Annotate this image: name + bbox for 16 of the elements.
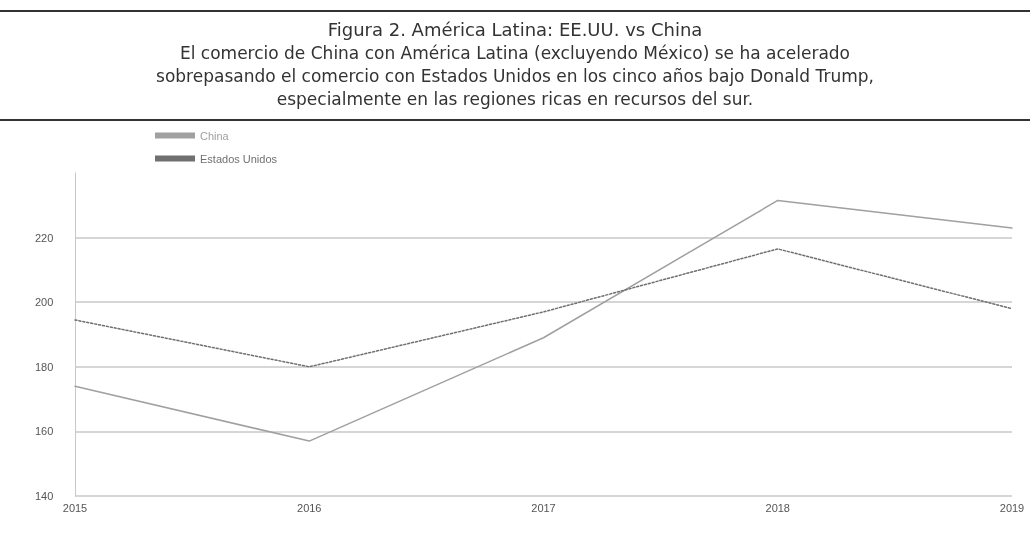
chart-title: Figura 2. América Latina: EE.UU. vs China xyxy=(326,18,704,42)
y-tick-label: 180 xyxy=(35,360,54,373)
line-series xyxy=(74,248,1013,368)
legend-label: Estados Unidos xyxy=(200,152,278,165)
legend-label: China xyxy=(200,129,230,142)
x-tick-label: 2019 xyxy=(999,501,1025,514)
y-tick-label: 200 xyxy=(35,296,54,309)
x-tick-label: 2018 xyxy=(765,501,790,514)
x-tick-label: 2016 xyxy=(297,501,322,514)
y-tick-label: 140 xyxy=(35,490,54,502)
y-tick-label: 220 xyxy=(35,231,54,244)
x-tick-label: 2015 xyxy=(62,501,88,514)
line-series xyxy=(74,199,1013,442)
chart-subtitle: El comercio de China con América Latina (excluyendo México) se ha acelerado sobrepasando el comercio con Estados Unidos en los cinco años bajo Donald Trump, especialmente en las regiones ricas en recursos del sur. xyxy=(155,42,875,111)
x-tick-label: 2017 xyxy=(531,501,556,514)
y-tick-label: 160 xyxy=(35,425,54,438)
